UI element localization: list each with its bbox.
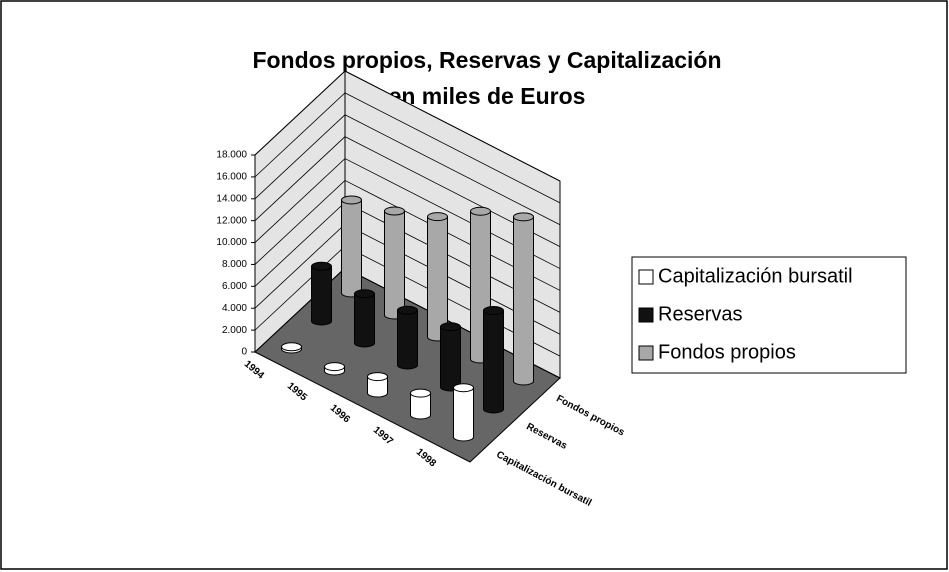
cylinder <box>427 212 448 342</box>
bar-top <box>513 212 534 222</box>
legend-swatch <box>638 269 654 285</box>
cylinder <box>410 388 431 420</box>
bar <box>440 326 461 392</box>
cylinder <box>513 212 534 386</box>
bar <box>341 199 362 298</box>
y-tick-label: 14.000 <box>216 193 247 204</box>
y-tick-label: 4.000 <box>222 303 247 314</box>
cylinder <box>281 342 302 354</box>
bar <box>513 216 534 386</box>
cylinder <box>354 289 375 348</box>
cylinder <box>440 322 461 392</box>
bar-top <box>470 206 491 216</box>
bar-top <box>410 388 431 398</box>
y-tick-label: 12.000 <box>216 215 247 226</box>
cylinder <box>311 261 332 326</box>
bar <box>311 265 332 326</box>
legend-box <box>631 256 907 374</box>
chart-subtitle: en miles de Euros <box>389 83 586 109</box>
bar-top <box>311 261 332 271</box>
cylinder <box>397 305 418 370</box>
bar-top <box>427 212 448 222</box>
bar <box>427 216 448 342</box>
bar-top <box>367 372 388 382</box>
cylinder <box>384 206 405 320</box>
legend-swatch <box>638 307 654 323</box>
bar-top <box>324 362 345 372</box>
legend-label: Reservas <box>658 303 742 325</box>
grid-line <box>254 114 561 226</box>
bar <box>483 310 504 414</box>
bar <box>453 387 474 442</box>
cylinder <box>367 372 388 398</box>
bar <box>354 293 375 348</box>
bar <box>410 392 431 420</box>
cylinder <box>453 383 474 442</box>
bar <box>367 376 388 398</box>
cylinder <box>341 195 362 298</box>
legend-label: Fondos propios <box>658 341 796 363</box>
bar-top <box>354 289 375 299</box>
bar-top <box>440 322 461 332</box>
y-tick-label: 8.000 <box>222 259 247 270</box>
grid-line <box>254 70 561 182</box>
bar-top <box>281 342 302 352</box>
cylinder <box>324 362 345 376</box>
y-tick-label: 10.000 <box>216 237 247 248</box>
cylinder <box>483 306 504 414</box>
bar-top <box>483 306 504 315</box>
bar <box>384 210 405 320</box>
bar-top <box>341 195 362 205</box>
y-tick-label: 2.000 <box>222 325 247 336</box>
chart-title: Fondos propios, Reservas y Capitalizació… <box>252 47 721 73</box>
bar-top <box>453 383 474 393</box>
y-tick-label: 0 <box>241 347 247 358</box>
bar-top <box>397 305 418 315</box>
bar <box>397 309 418 370</box>
bar-top <box>384 206 405 216</box>
y-tick-label: 18.000 <box>216 150 247 161</box>
y-tick-label: 16.000 <box>216 172 247 183</box>
legend-swatch <box>638 345 654 361</box>
legend-label: Capitalización bursatil <box>658 265 853 287</box>
y-tick-label: 6.000 <box>222 281 247 292</box>
grid-line <box>254 92 561 204</box>
